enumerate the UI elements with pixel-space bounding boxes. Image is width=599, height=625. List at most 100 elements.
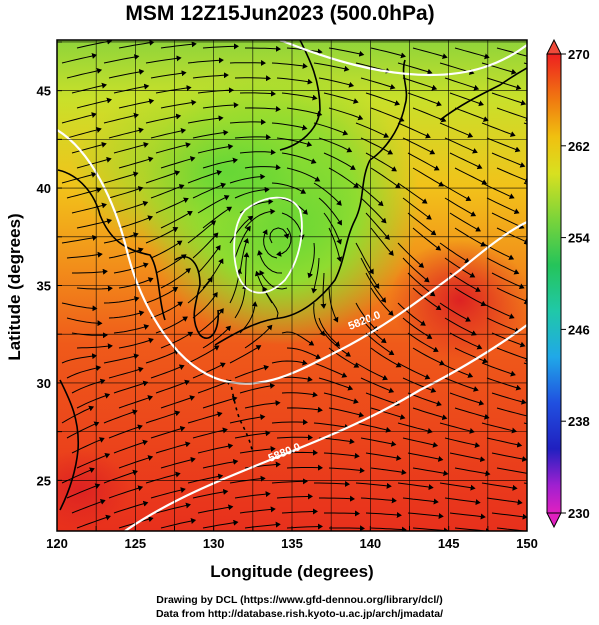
streamline bbox=[486, 197, 520, 215]
streamline bbox=[76, 97, 112, 109]
streamline bbox=[155, 254, 187, 274]
streamline bbox=[61, 353, 98, 364]
streamline bbox=[202, 519, 239, 529]
streamline bbox=[271, 478, 308, 485]
streamline bbox=[311, 257, 320, 294]
streamline bbox=[370, 227, 394, 256]
streamline bbox=[449, 392, 485, 406]
streamline bbox=[370, 107, 405, 123]
y-tick-label: 35 bbox=[37, 279, 51, 294]
streamline bbox=[449, 92, 484, 107]
streamline bbox=[229, 345, 262, 364]
streamline bbox=[187, 169, 223, 184]
streamline bbox=[244, 208, 276, 229]
streamline bbox=[496, 407, 527, 419]
streamline bbox=[197, 143, 234, 154]
streamline bbox=[444, 197, 477, 217]
streamline bbox=[276, 77, 313, 85]
streamline bbox=[370, 47, 406, 59]
streamline bbox=[71, 202, 107, 214]
contour-5880 bbox=[124, 324, 527, 531]
streamline bbox=[397, 122, 431, 139]
streamline bbox=[486, 257, 520, 275]
streamline bbox=[145, 471, 181, 484]
streamline bbox=[360, 437, 397, 447]
streamline bbox=[449, 512, 486, 520]
streamline bbox=[496, 467, 527, 474]
streamline bbox=[150, 70, 187, 79]
coastline-sakhalin bbox=[279, 40, 321, 151]
streamline bbox=[318, 77, 355, 88]
streamline bbox=[118, 98, 155, 109]
streamline bbox=[365, 392, 400, 407]
streamline bbox=[202, 325, 231, 349]
streamline bbox=[402, 257, 430, 283]
streamline bbox=[397, 182, 428, 204]
streamline bbox=[76, 285, 113, 292]
streamline bbox=[397, 302, 426, 326]
streamline bbox=[61, 112, 97, 124]
streamline bbox=[318, 317, 341, 347]
streamline bbox=[496, 167, 527, 183]
warm-southwest-shading bbox=[57, 450, 130, 530]
streamline bbox=[370, 526, 407, 531]
streamline bbox=[444, 317, 477, 336]
streamline bbox=[192, 182, 227, 199]
streamline bbox=[486, 137, 521, 153]
streamline bbox=[113, 439, 148, 454]
streamline bbox=[449, 212, 481, 232]
streamline bbox=[449, 152, 483, 170]
streamline bbox=[397, 242, 425, 268]
streamline bbox=[454, 107, 489, 122]
streamline bbox=[234, 186, 270, 199]
streamline bbox=[328, 407, 365, 418]
contour-5700 bbox=[279, 40, 527, 77]
streamline bbox=[61, 171, 97, 184]
colorbar-ticks: 270 262 254 246 238 230 bbox=[561, 47, 590, 521]
streamline bbox=[160, 41, 197, 49]
streamline bbox=[234, 284, 248, 319]
x-tick-label: 145 bbox=[438, 536, 460, 551]
height-contours bbox=[57, 40, 527, 531]
streamline bbox=[269, 227, 290, 244]
streamline bbox=[324, 510, 360, 517]
streamline bbox=[66, 187, 102, 199]
streamline bbox=[71, 141, 107, 154]
streamline bbox=[328, 347, 360, 368]
streamline bbox=[481, 122, 516, 137]
streamline bbox=[318, 137, 353, 153]
streamline bbox=[454, 167, 488, 185]
streamline bbox=[61, 405, 95, 424]
streamline bbox=[320, 272, 327, 309]
colorbar-tick-label: 262 bbox=[568, 139, 590, 154]
streamline bbox=[145, 170, 181, 184]
streamline bbox=[328, 107, 364, 121]
streamline bbox=[108, 247, 144, 259]
colorbar-tick-label: 238 bbox=[568, 414, 590, 429]
streamline bbox=[71, 499, 106, 514]
y-tick-label: 25 bbox=[37, 473, 51, 488]
streamline bbox=[108, 68, 145, 79]
streamline bbox=[360, 137, 394, 155]
streamline bbox=[244, 106, 281, 112]
streamline bbox=[234, 75, 271, 82]
streamline bbox=[113, 83, 150, 94]
streamline bbox=[370, 407, 406, 420]
streamline bbox=[439, 422, 475, 434]
streamline bbox=[160, 395, 196, 409]
streamline bbox=[71, 82, 107, 94]
streamline bbox=[76, 452, 111, 469]
streamline bbox=[397, 62, 433, 75]
streamline bbox=[76, 514, 111, 529]
streamline bbox=[370, 347, 402, 368]
streamline bbox=[360, 197, 387, 224]
streamline bbox=[76, 156, 112, 169]
streamline bbox=[197, 504, 234, 514]
streamline bbox=[245, 45, 281, 52]
streamline bbox=[202, 458, 239, 469]
streamline bbox=[496, 527, 527, 531]
streamline bbox=[234, 225, 251, 259]
streamline bbox=[323, 152, 356, 170]
contour-5820 bbox=[57, 129, 527, 385]
streamline bbox=[496, 347, 527, 362]
